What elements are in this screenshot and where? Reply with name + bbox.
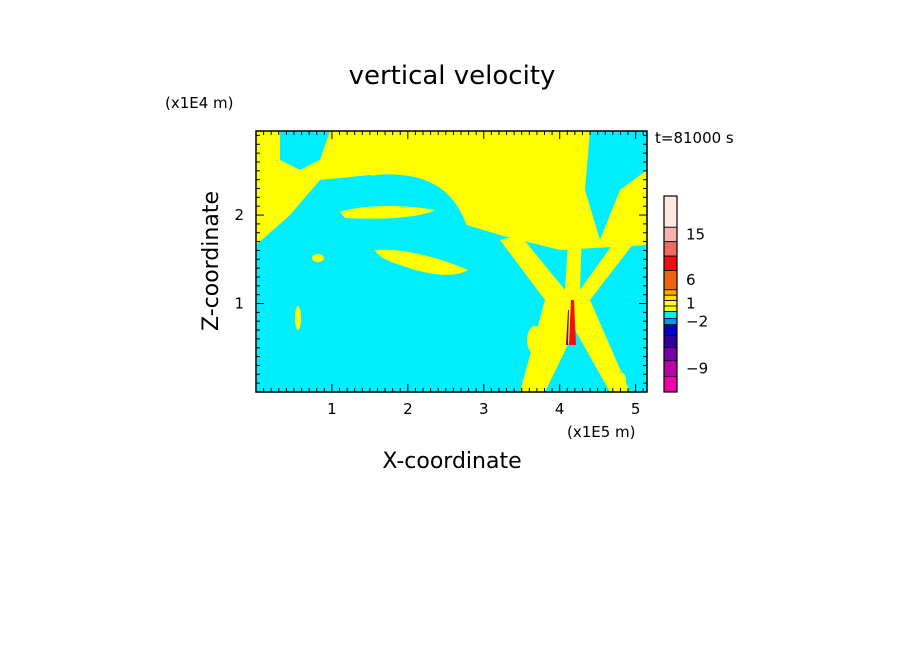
colorbar-tick-label: 1 [686, 294, 696, 312]
field-patch [312, 254, 324, 262]
plot-area [256, 131, 647, 392]
x-tick-label: 2 [403, 400, 413, 418]
x-tick-label: 1 [327, 400, 337, 418]
field-region-arch [300, 174, 470, 235]
field-region-core [569, 300, 576, 345]
x-tick-label: 4 [555, 400, 565, 418]
colorbar-level [663, 311, 678, 320]
field-region-core-edge [566, 310, 569, 345]
y-axis-label: Z-coordinate [199, 191, 224, 331]
colorbar-level [663, 347, 678, 362]
field-region-upper-left-gap [280, 131, 330, 170]
field-patch [261, 206, 271, 214]
field-patch [527, 326, 543, 354]
colorbar-level [663, 289, 678, 296]
x-axis-ticks: 1 2 3 4 5 [263, 131, 644, 418]
colorbar: 15 6 1−2 −9 [663, 195, 708, 393]
field-region-streak-upper [340, 206, 435, 219]
time-label: t=81000 s [655, 129, 734, 147]
field-region-x-structure [500, 131, 640, 392]
colorbar-level [663, 226, 678, 243]
y-tick-label: 1 [234, 295, 244, 313]
field-region-upper-right-gap [585, 131, 647, 240]
field-patch [295, 306, 301, 330]
x-tick-label: 5 [631, 400, 641, 418]
colorbar-tick-label: −9 [686, 360, 708, 378]
chart-title: vertical velocity [349, 61, 556, 91]
plot-frame [255, 130, 648, 393]
field-region-x-gap [555, 335, 590, 392]
colorbar-level [663, 255, 678, 271]
colorbar-level [663, 294, 678, 302]
colorbar-tick-label: 6 [686, 271, 696, 289]
y-axis-unit: (x1E4 m) [165, 94, 234, 112]
colorbar-level [663, 195, 678, 228]
colorbar-tick-label: −2 [686, 313, 708, 331]
colorbar-tick-label: 15 [686, 225, 705, 243]
field-region-streak-lower [375, 249, 468, 275]
y-axis-ticks: 12 [234, 134, 647, 384]
x-axis-unit: (x1E5 m) [567, 423, 636, 441]
colorbar-level [663, 318, 678, 326]
colorbar-level [663, 305, 678, 312]
colorbar-level [663, 300, 678, 307]
x-tick-label: 3 [479, 400, 489, 418]
x-axis-label: X-coordinate [382, 449, 521, 474]
y-tick-label: 2 [234, 206, 244, 224]
colorbar-frame [663, 195, 678, 393]
field-region-upper-band [256, 131, 647, 250]
colorbar-level [663, 335, 678, 348]
colorbar-level [663, 241, 678, 257]
colorbar-level [663, 375, 678, 393]
colorbar-level [663, 324, 678, 336]
colorbar-level [663, 270, 678, 291]
colorbar-level [663, 360, 678, 377]
field-patch [614, 372, 626, 388]
